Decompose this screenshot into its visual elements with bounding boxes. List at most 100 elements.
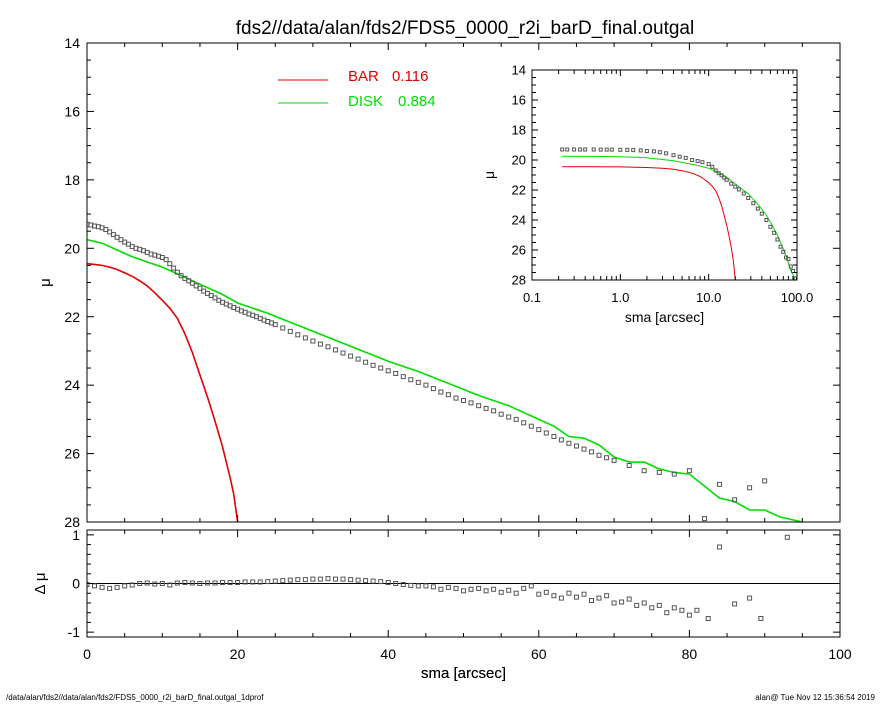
data-point xyxy=(385,580,391,585)
data-point xyxy=(732,601,738,607)
data-point xyxy=(634,602,640,608)
main-ytick-label: 24 xyxy=(64,377,80,393)
data-point xyxy=(400,582,406,587)
data-point xyxy=(604,147,609,152)
data-point xyxy=(408,377,414,383)
data-point xyxy=(751,201,756,206)
inset-series-data-markers xyxy=(560,147,797,280)
main-ytick-label: 20 xyxy=(64,240,80,256)
data-point xyxy=(295,332,301,338)
residual-xtick-label: 20 xyxy=(230,646,246,662)
data-point xyxy=(521,420,527,426)
data-point xyxy=(746,196,751,200)
data-point xyxy=(415,583,421,589)
data-point xyxy=(99,584,105,590)
data-point xyxy=(363,578,369,584)
data-point xyxy=(333,347,338,353)
inset-ytick-label: 22 xyxy=(512,183,526,198)
main-x-axis-label: sma [arcsec] xyxy=(421,665,506,682)
data-point xyxy=(551,593,557,599)
data-point xyxy=(583,147,588,152)
data-point xyxy=(717,544,722,550)
data-point xyxy=(644,149,649,153)
data-point xyxy=(611,600,617,606)
data-point xyxy=(671,605,677,611)
data-point xyxy=(656,469,662,475)
data-point xyxy=(596,595,602,601)
data-point xyxy=(317,576,323,582)
data-point xyxy=(716,171,721,176)
data-point xyxy=(719,173,724,178)
data-point xyxy=(461,588,466,594)
data-point xyxy=(107,229,113,235)
inset-x-axis-label: sma [arcsec] xyxy=(625,309,704,325)
data-point xyxy=(543,589,549,595)
data-point xyxy=(325,576,331,582)
data-point xyxy=(280,578,286,584)
data-point xyxy=(625,147,630,152)
data-point xyxy=(483,588,489,594)
data-point xyxy=(706,162,711,167)
main-ytick-label: 26 xyxy=(64,446,80,462)
data-point xyxy=(144,580,150,586)
data-point xyxy=(574,443,579,449)
data-point xyxy=(506,414,512,420)
data-point xyxy=(604,455,610,461)
inset-xtick-label: 0.1 xyxy=(523,290,541,305)
data-point xyxy=(596,452,602,458)
data-point xyxy=(683,155,688,160)
data-point xyxy=(370,362,376,368)
data-point xyxy=(565,147,570,152)
data-point xyxy=(370,578,376,584)
data-point xyxy=(589,598,594,603)
data-point xyxy=(310,576,316,582)
legend-bar-value: 0.116 xyxy=(392,68,428,85)
data-point xyxy=(242,579,248,585)
data-point xyxy=(348,577,354,583)
data-point xyxy=(171,265,177,271)
data-point xyxy=(340,350,346,356)
data-point xyxy=(677,154,682,159)
data-point xyxy=(702,516,707,522)
data-point xyxy=(110,232,116,238)
data-point xyxy=(272,322,278,328)
data-point xyxy=(598,147,603,152)
main-plot-area xyxy=(87,221,803,522)
data-point xyxy=(686,468,692,474)
residual-xtick-label: 40 xyxy=(380,646,396,662)
data-point xyxy=(178,273,184,279)
data-point xyxy=(438,389,444,395)
inset-ytick-label: 26 xyxy=(512,243,526,258)
residual-ytick-label: 0 xyxy=(72,576,80,592)
data-point xyxy=(317,341,323,347)
data-point xyxy=(378,365,384,371)
main-ytick-label: 22 xyxy=(64,309,80,325)
data-point xyxy=(741,191,746,196)
main-series-disk-line xyxy=(87,238,803,522)
data-point xyxy=(302,577,308,583)
data-point xyxy=(551,434,557,439)
data-point xyxy=(638,148,643,153)
residual-plot-area xyxy=(87,534,840,621)
footer-filepath: /data/alan/fds2//data/alan/fds2/FDS5_000… xyxy=(6,693,264,702)
data-point xyxy=(572,147,577,152)
data-point xyxy=(732,497,738,503)
data-point xyxy=(690,158,695,162)
residual-ytick-label: -1 xyxy=(68,624,81,640)
data-point xyxy=(710,164,715,169)
data-point xyxy=(122,583,128,589)
data-point xyxy=(114,584,120,590)
data-point xyxy=(566,590,572,596)
residual-series-data-markers xyxy=(87,534,790,621)
data-point xyxy=(227,580,233,585)
data-point xyxy=(747,485,753,491)
data-point xyxy=(778,244,783,249)
inset-ytick-label: 20 xyxy=(512,153,526,168)
data-point xyxy=(197,285,203,291)
data-point xyxy=(408,582,414,588)
data-point xyxy=(705,616,711,621)
data-point xyxy=(536,427,542,433)
data-point xyxy=(536,591,542,597)
